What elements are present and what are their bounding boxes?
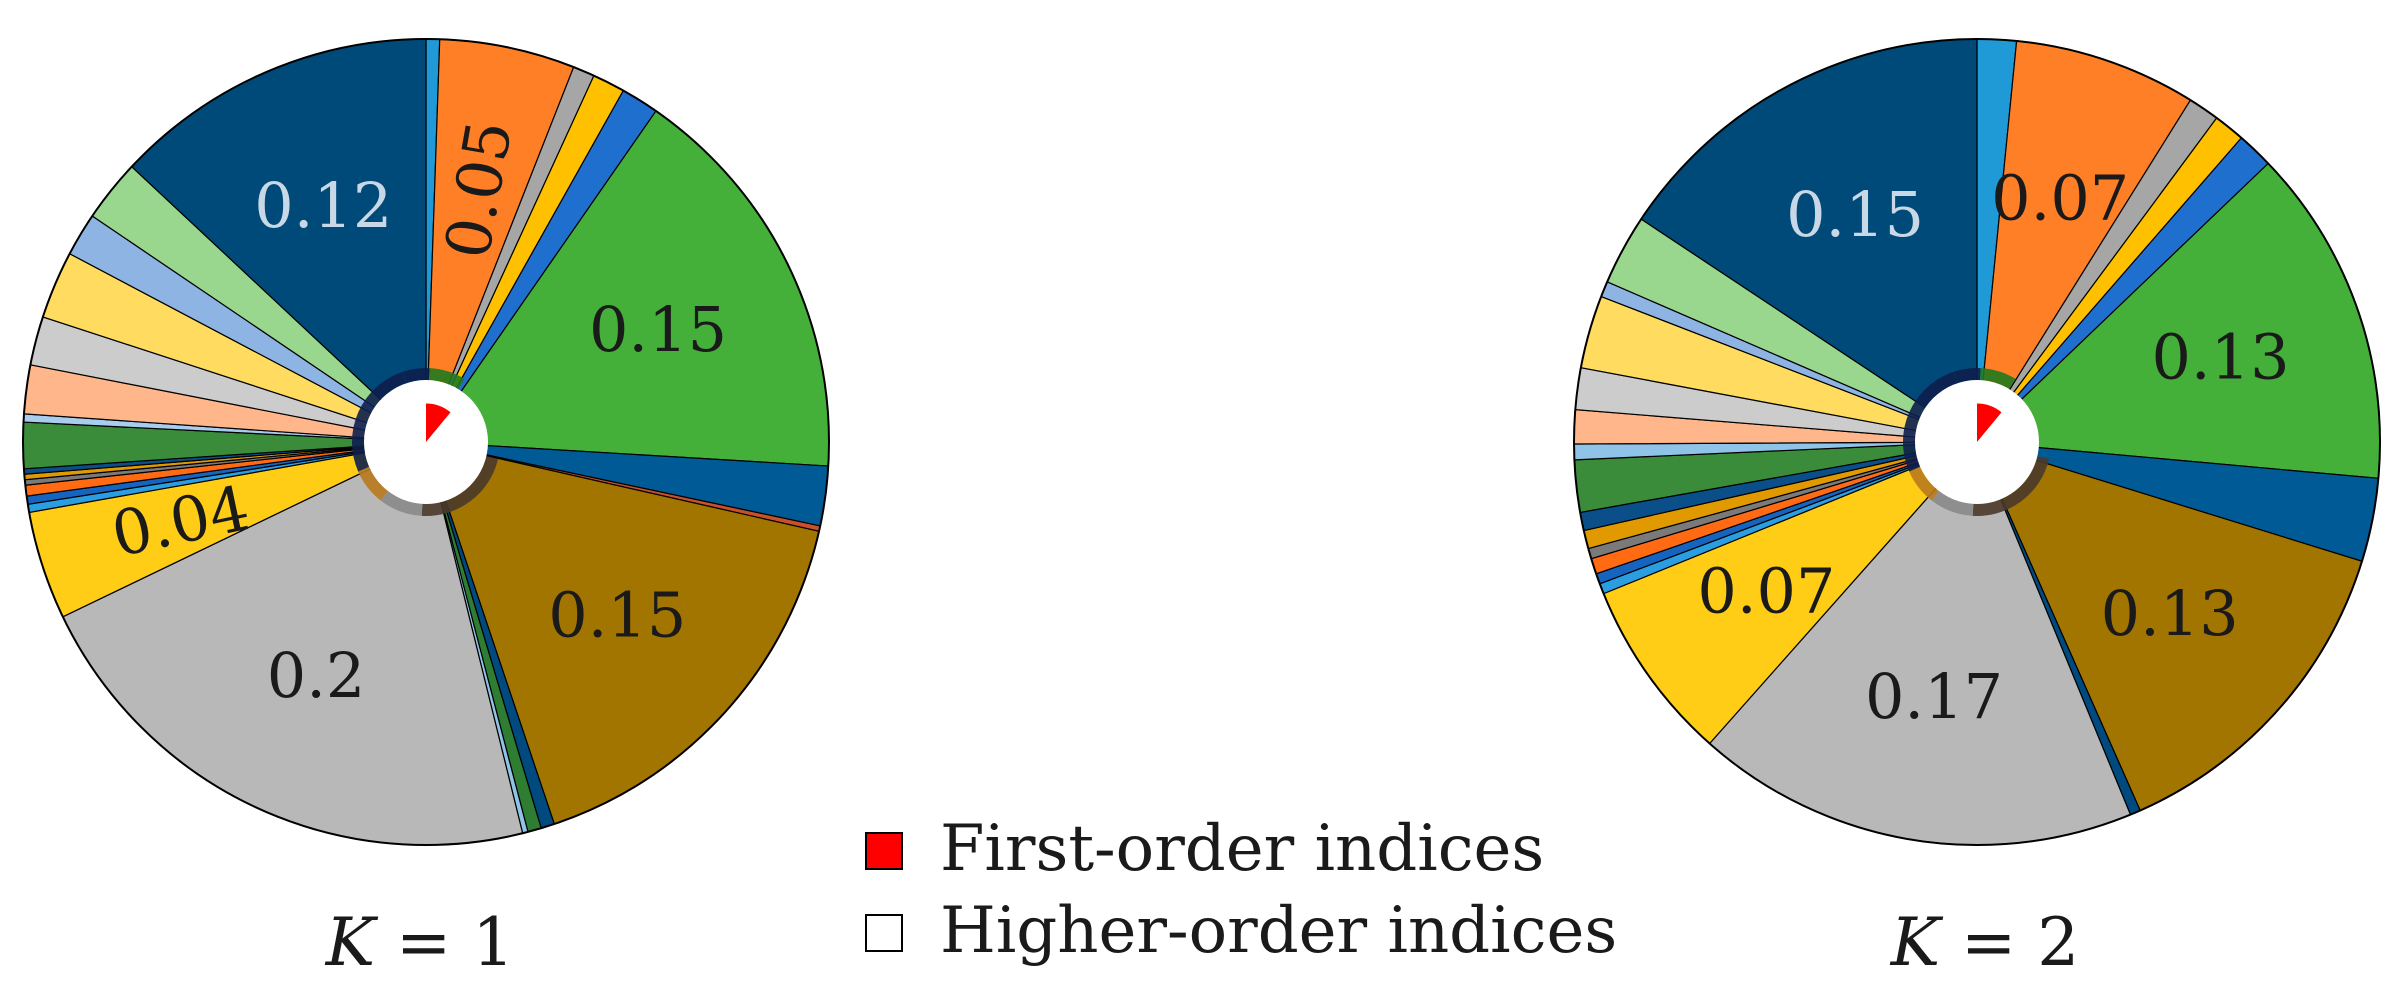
slice-value-label: 0.12: [254, 169, 392, 242]
slice-value-label: 0.2: [267, 639, 366, 712]
inner-ring-segment: [358, 466, 389, 501]
inner-ring-segment: [352, 371, 407, 472]
caption-eq: = 2: [1940, 904, 2079, 981]
inner-ring-segment: [1903, 371, 1958, 472]
slice-value-label: 0.15: [1786, 178, 1924, 251]
legend: First-order indices Higher-order indices: [865, 812, 1617, 968]
caption-var: K: [1890, 904, 1944, 981]
inner-ring-segment: [1931, 490, 1974, 516]
legend-swatch-first-order: [865, 832, 903, 870]
slice-value-label: 0.07: [1697, 554, 1835, 627]
pie-outline: [22, 38, 830, 846]
slice-value-label: 0.15: [589, 293, 727, 366]
legend-label-higher-order: Higher-order indices: [940, 894, 1617, 968]
inner-ring-segment: [1979, 368, 2016, 390]
inner-ring-segment: [1909, 466, 1940, 501]
inner-ring-segment: [421, 455, 499, 516]
pie-chart-k1: 0.050.150.150.20.040.12: [22, 38, 830, 846]
legend-label-first-order: First-order indices: [940, 812, 1544, 886]
slice-value-label: 0.13: [2101, 577, 2239, 650]
caption-k2: K = 2: [1890, 904, 2080, 981]
first-order-wedge: [1977, 403, 2002, 442]
pie-outline: [1573, 38, 2381, 846]
inner-ring-segment: [1953, 368, 1981, 384]
caption-var: K: [325, 904, 379, 981]
inner-ring-segment: [428, 368, 465, 390]
legend-swatch-higher-order: [865, 914, 903, 952]
slice-value-label: 0.13: [2151, 320, 2289, 393]
caption-eq: = 1: [375, 904, 514, 981]
inner-ring-segment: [402, 368, 430, 384]
first-order-wedge: [426, 403, 451, 442]
slice-value-label: 0.17: [1865, 660, 2003, 733]
inner-ring-segment: [380, 490, 423, 516]
slice-value-label: 0.07: [1991, 161, 2129, 234]
slice-value-label: 0.15: [548, 579, 686, 652]
pie-chart-k2: 0.07 0.13 0.13 0.17 0.07 0.15: [1573, 38, 2381, 846]
inner-ring-segment: [1972, 455, 2050, 516]
caption-k1: K = 1: [325, 904, 515, 981]
